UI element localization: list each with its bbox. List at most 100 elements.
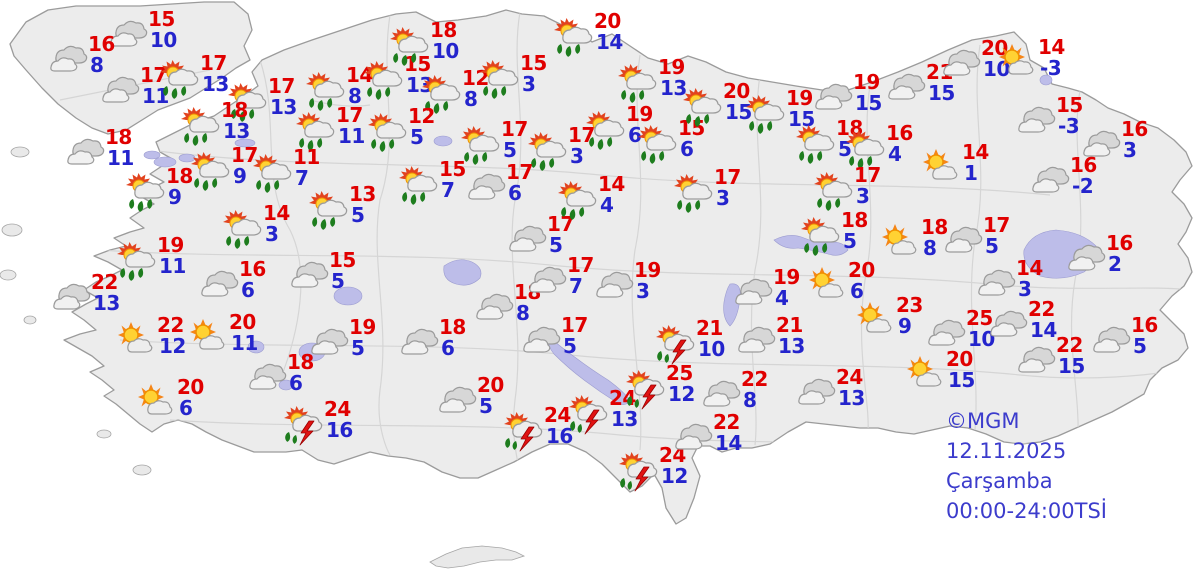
weather-station: 18 13 bbox=[180, 100, 250, 147]
low-temp: 13 bbox=[611, 407, 638, 431]
station-temps: 19 5 bbox=[349, 317, 376, 359]
low-temp: 6 bbox=[289, 371, 303, 395]
cloud-icon bbox=[672, 419, 714, 459]
lake-tuz bbox=[723, 283, 741, 327]
low-temp: 15 bbox=[948, 368, 975, 392]
sun-shower-icon bbox=[813, 172, 855, 212]
high-temp: 14 bbox=[263, 201, 290, 225]
weather-station: 21 13 bbox=[735, 315, 805, 362]
weather-station: 21 10 bbox=[655, 318, 725, 365]
high-temp: 17 bbox=[547, 212, 574, 236]
high-temp: 24 bbox=[836, 365, 863, 389]
high-temp: 18 bbox=[430, 18, 457, 42]
high-temp: 20 bbox=[723, 79, 750, 103]
station-temps: 25 10 bbox=[966, 308, 995, 350]
weather-station: 16 4 bbox=[845, 123, 913, 170]
weather-station: 19 4 bbox=[732, 267, 800, 314]
station-temps: 14 4 bbox=[598, 174, 625, 216]
station-temps: 15 13 bbox=[404, 54, 433, 96]
low-temp: 5 bbox=[503, 138, 517, 162]
weather-station: 17 11 bbox=[99, 65, 169, 112]
partly-sunny-icon bbox=[136, 384, 178, 424]
sun-shower-icon bbox=[527, 132, 569, 172]
sun-shower-icon bbox=[180, 107, 222, 147]
high-temp: 22 bbox=[1056, 333, 1083, 357]
high-temp: 19 bbox=[349, 315, 376, 339]
partly-sunny-icon bbox=[188, 319, 230, 359]
low-temp: 6 bbox=[508, 181, 522, 205]
cloud-icon bbox=[942, 222, 984, 262]
sun-shower-icon bbox=[398, 166, 440, 206]
weather-station: 11 7 bbox=[252, 147, 320, 194]
high-temp: 15 bbox=[1056, 93, 1083, 117]
high-temp: 17 bbox=[567, 253, 594, 277]
low-temp: 10 bbox=[432, 39, 459, 63]
high-temp: 14 bbox=[962, 140, 989, 164]
high-temp: 16 bbox=[1121, 117, 1148, 141]
weather-station: 19 15 bbox=[812, 72, 882, 119]
high-temp: 20 bbox=[229, 310, 256, 334]
credit-day: Çarşamba bbox=[946, 469, 1053, 493]
partly-sunny-icon bbox=[905, 356, 947, 396]
high-temp: 15 bbox=[439, 157, 466, 181]
cloud-icon bbox=[526, 262, 568, 302]
low-temp: 14 bbox=[596, 30, 623, 54]
low-temp: 3 bbox=[522, 72, 536, 96]
weather-station: 17 13 bbox=[159, 53, 229, 100]
high-temp: 19 bbox=[773, 265, 800, 289]
low-temp: 13 bbox=[838, 386, 865, 410]
high-temp: 16 bbox=[1131, 313, 1158, 337]
cloud-icon bbox=[1090, 322, 1132, 362]
low-temp: 5 bbox=[843, 229, 857, 253]
weather-station: 19 11 bbox=[116, 235, 186, 282]
high-temp: 24 bbox=[544, 403, 571, 427]
station-temps: 23 9 bbox=[896, 295, 923, 337]
partly-sunny-icon bbox=[880, 224, 922, 264]
weather-station: 20 10 bbox=[940, 38, 1010, 85]
credit-block: ©MGM 12.11.2025 Çarşamba 00:00-24:00TSİ bbox=[946, 406, 1107, 526]
sun-shower-icon bbox=[389, 27, 431, 67]
station-temps: 22 8 bbox=[741, 369, 768, 411]
low-temp: 6 bbox=[241, 278, 255, 302]
high-temp: 12 bbox=[462, 66, 489, 90]
station-temps: 16 5 bbox=[1131, 315, 1158, 357]
station-temps: 17 6 bbox=[506, 162, 533, 204]
cloud-icon bbox=[1029, 162, 1071, 202]
cloud-icon bbox=[1065, 240, 1107, 280]
station-temps: 15 3 bbox=[520, 53, 547, 95]
cloud-icon bbox=[473, 289, 515, 329]
high-temp: 17 bbox=[854, 163, 881, 187]
station-temps: 19 4 bbox=[773, 267, 800, 309]
station-temps: 18 5 bbox=[836, 118, 863, 160]
cloud-icon bbox=[795, 374, 837, 414]
weather-station: 18 6 bbox=[246, 352, 314, 399]
station-temps: 17 3 bbox=[714, 167, 741, 209]
low-temp: 8 bbox=[90, 53, 104, 77]
cloud-icon bbox=[735, 322, 777, 362]
high-temp: 19 bbox=[786, 86, 813, 110]
weather-station: 21 15 bbox=[885, 62, 955, 109]
sun-shower-icon bbox=[745, 95, 787, 135]
station-temps: 13 5 bbox=[349, 184, 376, 226]
low-temp: 13 bbox=[270, 95, 297, 119]
weather-station: 17 5 bbox=[460, 119, 528, 166]
high-temp: 20 bbox=[946, 347, 973, 371]
weather-station: 22 14 bbox=[672, 412, 742, 459]
high-temp: 17 bbox=[506, 160, 533, 184]
sun-shower-icon bbox=[479, 60, 521, 100]
low-temp: 10 bbox=[150, 28, 177, 52]
station-temps: 17 7 bbox=[567, 255, 594, 297]
high-temp: 18 bbox=[439, 315, 466, 339]
station-temps: 24 12 bbox=[659, 445, 688, 487]
station-temps: 17 9 bbox=[231, 145, 258, 187]
low-temp: 15 bbox=[788, 107, 815, 131]
weather-station: 17 3 bbox=[527, 125, 595, 172]
high-temp: 20 bbox=[594, 9, 621, 33]
low-temp: 9 bbox=[233, 164, 247, 188]
low-temp: 11 bbox=[107, 146, 134, 170]
station-temps: 18 6 bbox=[287, 352, 314, 394]
low-temp: 3 bbox=[636, 279, 650, 303]
high-temp: 18 bbox=[841, 208, 868, 232]
station-temps: 17 3 bbox=[568, 125, 595, 167]
